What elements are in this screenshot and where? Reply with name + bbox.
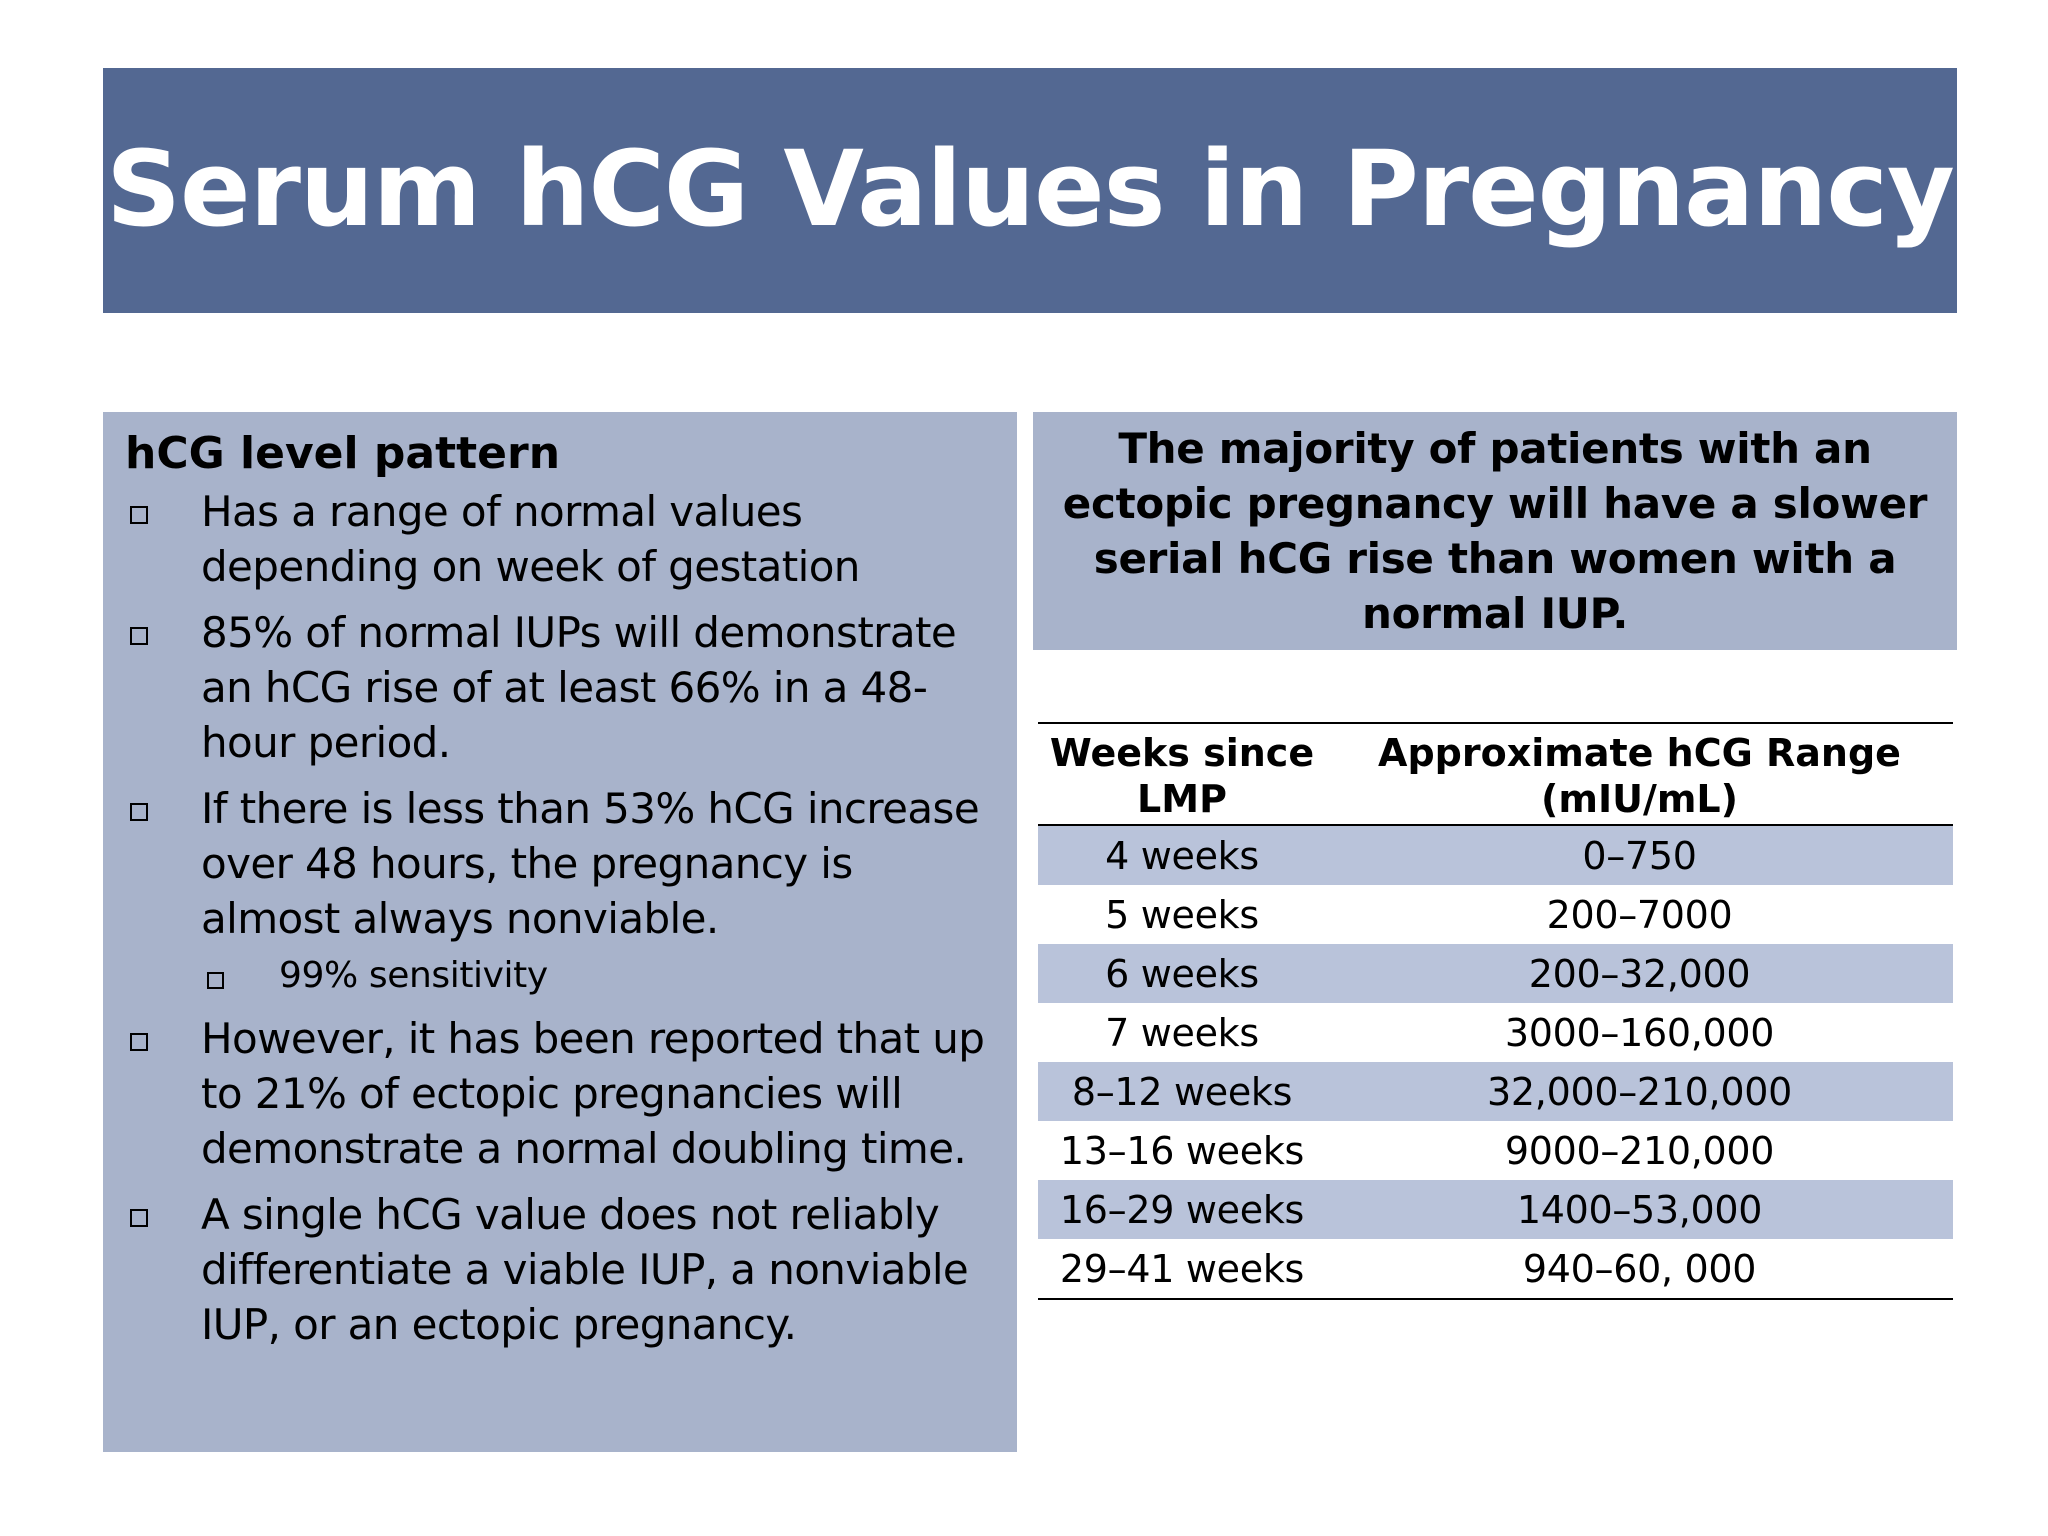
bullet-item: However, it has been reported that up to… [125, 1011, 997, 1176]
weeks-cell: 7 weeks [1105, 1010, 1259, 1055]
weeks-cell: 13–16 weeks [1059, 1128, 1305, 1173]
table-row: 4 weeks 0–750 [1038, 825, 1953, 885]
weeks-cell: 16–29 weeks [1038, 1180, 1326, 1239]
header-weeks-since-lmp: Weeks since LMP [1049, 731, 1315, 821]
weeks-cell: 29–41 weeks [1059, 1246, 1305, 1291]
title-bar: Serum hCG Values in Pregnancy [103, 68, 1957, 313]
hcg-pattern-panel: hCG level pattern Has a range of normal … [103, 412, 1017, 1452]
bullet-text: 85% of normal IUPs will demonstrate an h… [201, 608, 957, 767]
square-bullet-icon [130, 506, 148, 524]
panel-heading: hCG level pattern [125, 428, 561, 479]
table-row: 13–16 weeks 9000–210,000 [1038, 1121, 1953, 1180]
table-row: 16–29 weeks 1400–53,000 [1038, 1180, 1953, 1239]
table-row: 7 weeks 3000–160,000 [1038, 1003, 1953, 1062]
bullet-text: If there is less than 53% hCG increase o… [201, 784, 980, 943]
hcg-range-cell: 200–32,000 [1326, 944, 1953, 1003]
sub-bullet-item: 99% sensitivity [125, 951, 997, 1001]
hcg-range-cell: 9000–210,000 [1504, 1128, 1775, 1173]
weeks-cell: 8–12 weeks [1038, 1062, 1326, 1121]
bullet-item: A single hCG value does not reliably dif… [125, 1187, 997, 1352]
bullet-item: If there is less than 53% hCG increase o… [125, 781, 997, 946]
square-bullet-icon [130, 627, 148, 645]
bullet-text: Has a range of normal values depending o… [201, 487, 860, 591]
hcg-range-cell: 1400–53,000 [1326, 1180, 1953, 1239]
square-bullet-icon [130, 1033, 148, 1051]
hcg-range-cell: 940–60, 000 [1522, 1246, 1757, 1291]
sub-bullet-text: 99% sensitivity [279, 955, 548, 996]
weeks-cell: 4 weeks [1038, 825, 1326, 885]
ectopic-callout-box: The majority of patients with an ectopic… [1033, 412, 1957, 650]
weeks-cell: 6 weeks [1038, 944, 1326, 1003]
bullet-text: However, it has been reported that up to… [201, 1014, 985, 1173]
table-row: 5 weeks 200–7000 [1038, 885, 1953, 944]
hcg-range-cell: 200–7000 [1546, 892, 1733, 937]
table-row: 6 weeks 200–32,000 [1038, 944, 1953, 1003]
header-hcg-range: Approximate hCG Range (mIU/mL) [1378, 731, 1901, 821]
hcg-range-cell: 3000–160,000 [1504, 1010, 1775, 1055]
bullet-text: A single hCG value does not reliably dif… [201, 1190, 969, 1349]
hcg-range-cell: 0–750 [1326, 825, 1953, 885]
bullet-item: 85% of normal IUPs will demonstrate an h… [125, 605, 997, 770]
callout-text: The majority of patients with an ectopic… [1062, 424, 1928, 638]
table-row: 8–12 weeks 32,000–210,000 [1038, 1062, 1953, 1121]
table-row: 29–41 weeks 940–60, 000 [1038, 1239, 1953, 1299]
table-header-row: Weeks since LMP Approximate hCG Range (m… [1038, 723, 1953, 825]
hcg-range-table: Weeks since LMP Approximate hCG Range (m… [1038, 722, 1953, 1300]
slide-title: Serum hCG Values in Pregnancy [106, 127, 1955, 250]
weeks-cell: 5 weeks [1105, 892, 1259, 937]
square-bullet-icon [130, 1209, 148, 1227]
hcg-range-cell: 32,000–210,000 [1326, 1062, 1953, 1121]
square-bullet-icon [130, 803, 148, 821]
square-bullet-icon [207, 972, 224, 989]
bullet-item: Has a range of normal values depending o… [125, 484, 997, 594]
